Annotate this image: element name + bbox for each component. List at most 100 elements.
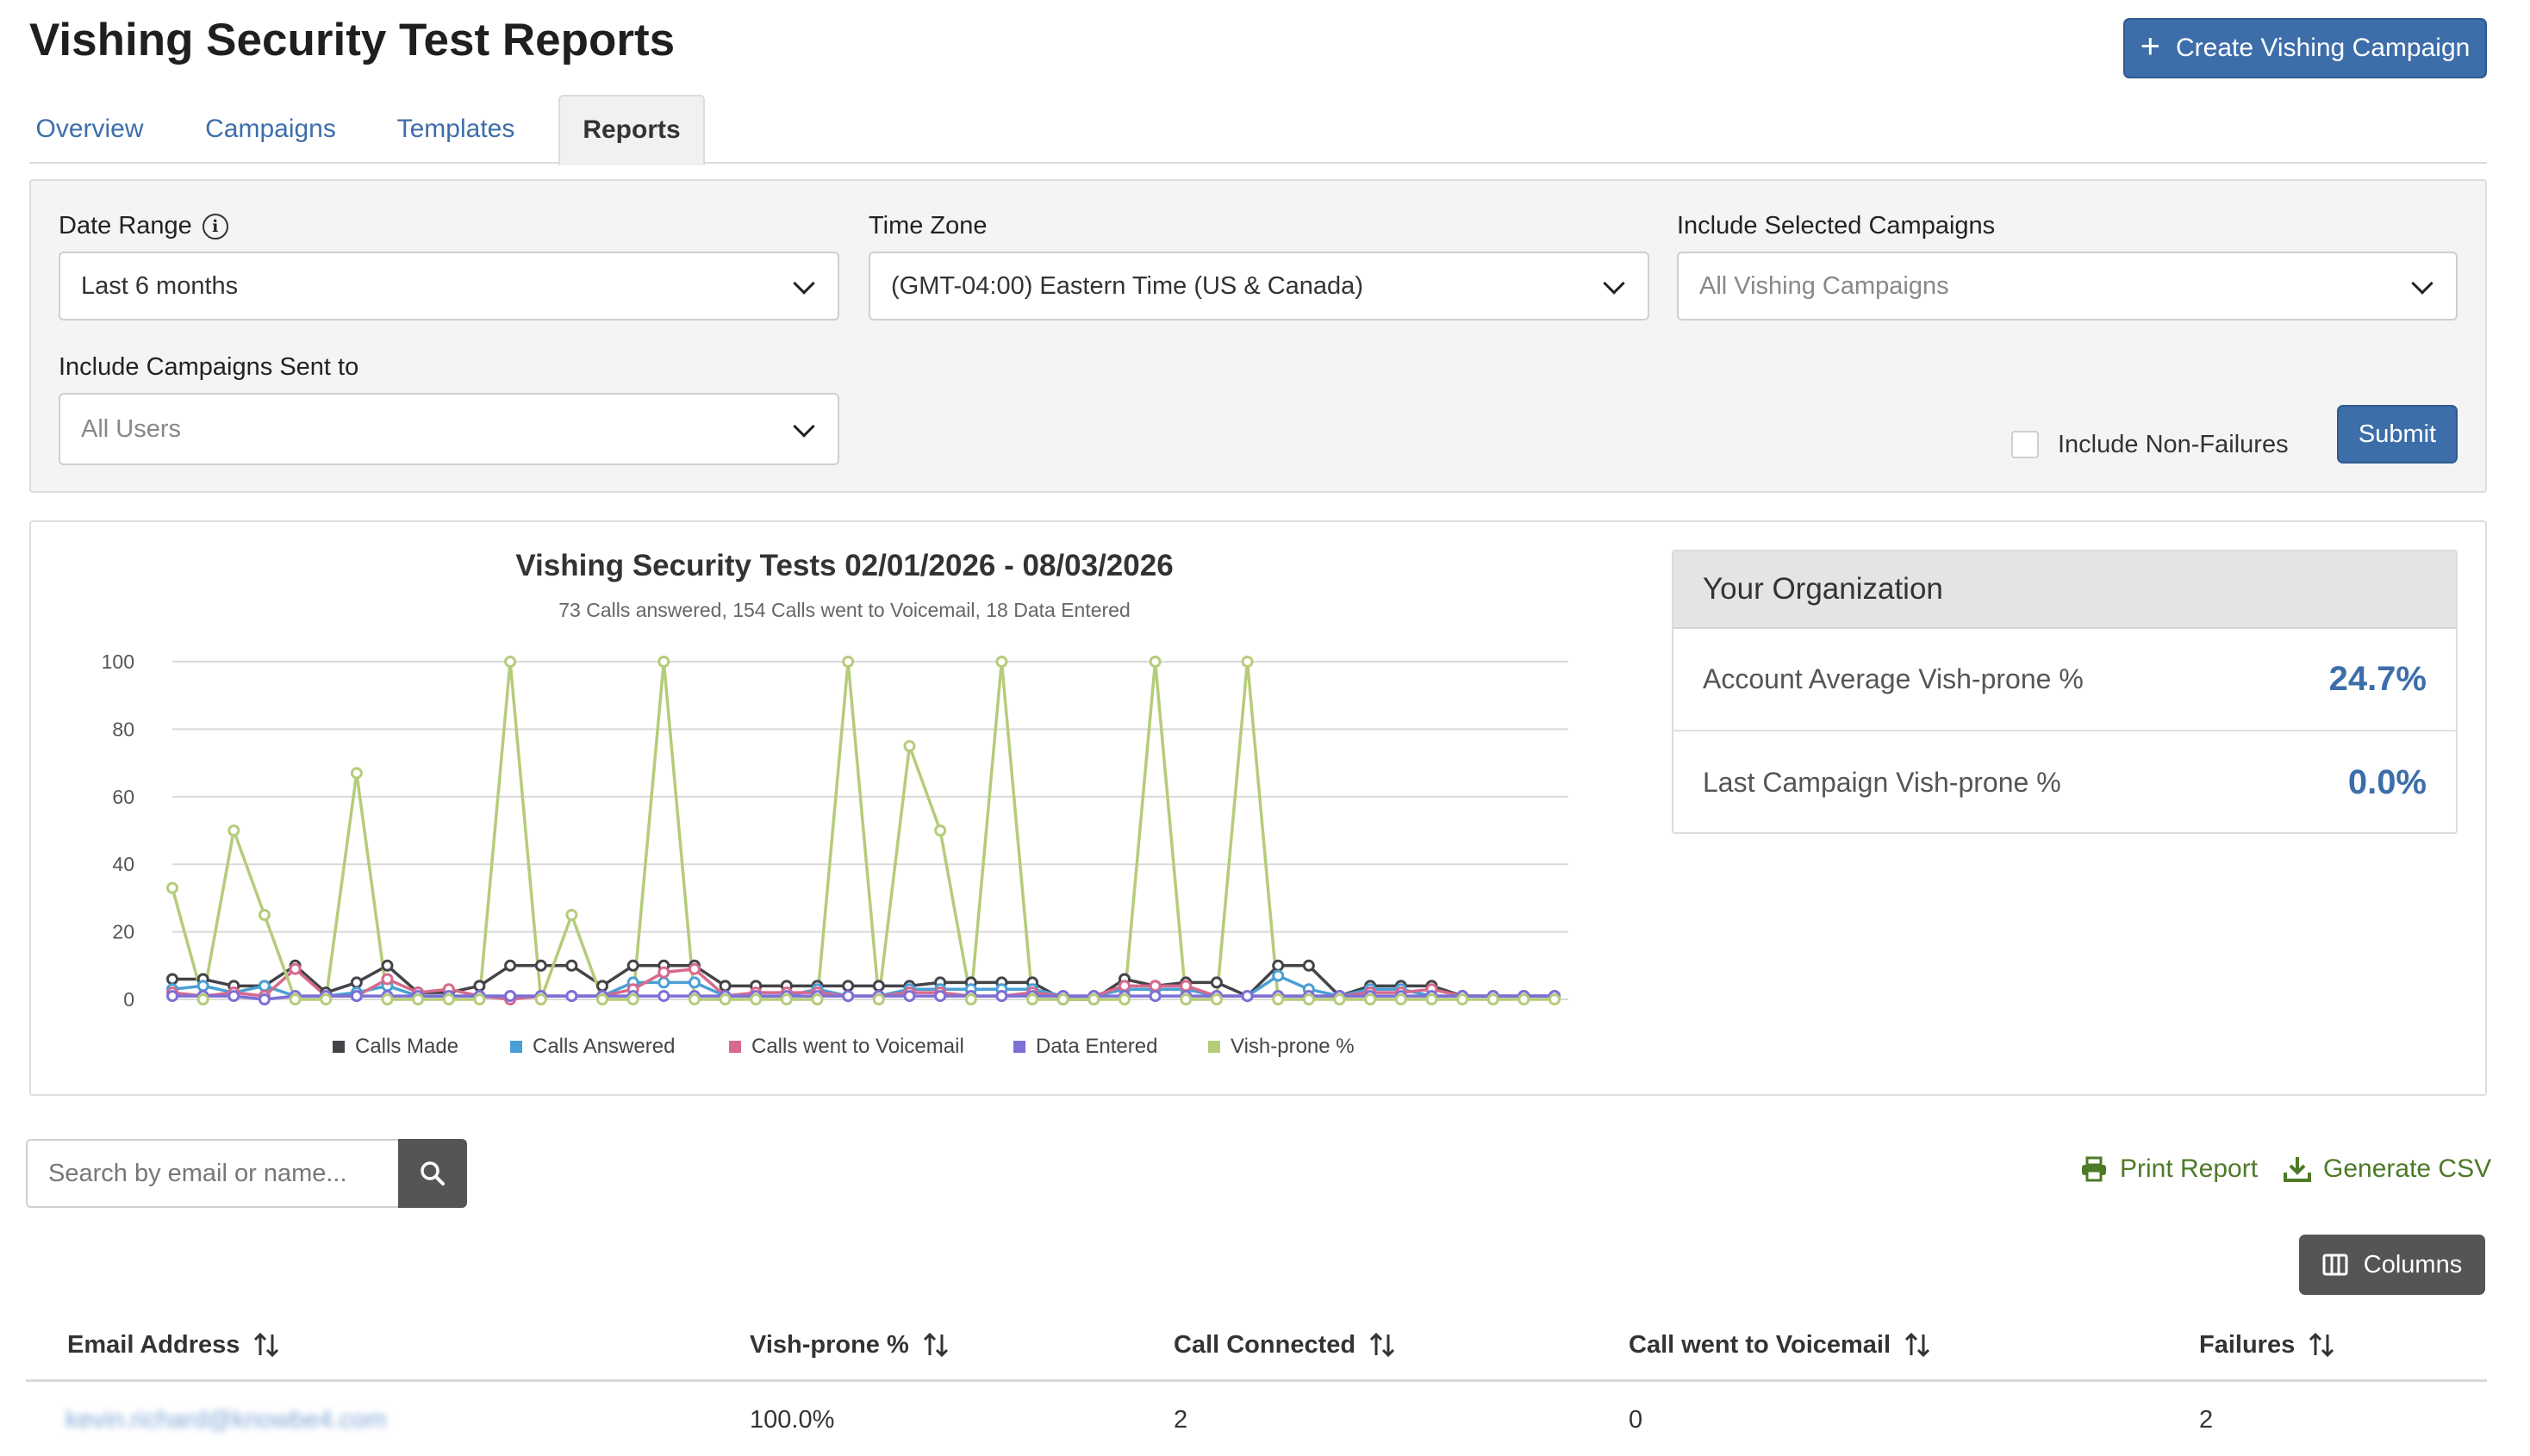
sort-icon[interactable] [1369, 1331, 1395, 1359]
sort-icon[interactable] [1904, 1331, 1930, 1359]
data-point [350, 990, 363, 1003]
data-point [842, 656, 855, 668]
data-point [473, 993, 486, 1005]
data-point [842, 980, 855, 992]
data-point [995, 990, 1008, 1003]
line-chart: Vishing Security Tests 02/01/2026 - 08/0… [102, 549, 1568, 1058]
y-tick-label: 100 [102, 650, 134, 673]
column-header-failures[interactable]: Failures [2199, 1318, 2334, 1372]
print-report-link[interactable]: Print Report [2080, 1154, 2258, 1184]
data-point [227, 990, 240, 1003]
email-cell[interactable]: kevin.richard@knowbe4.com [65, 1405, 387, 1434]
data-point [1241, 656, 1254, 668]
data-point [780, 993, 793, 1005]
vish-prone-cell: 100.0% [750, 1405, 835, 1434]
data-point [626, 993, 639, 1005]
include-non-failures-label[interactable]: Include Non-Failures [2058, 431, 2289, 458]
y-tick-label: 60 [112, 786, 134, 808]
tab-campaigns[interactable]: Campaigns [205, 115, 336, 143]
time-zone-select[interactable]: (GMT-04:00) Eastern Time (US & Canada) [869, 252, 1649, 320]
data-point [1425, 993, 1438, 1005]
campaigns-placeholder: All Vishing Campaigns [1699, 271, 1949, 300]
data-point [565, 959, 578, 972]
tab-overview[interactable]: Overview [35, 115, 144, 143]
sort-icon[interactable] [253, 1331, 279, 1359]
data-point [657, 656, 670, 668]
include-campaigns-label: Include Selected Campaigns [1677, 212, 1996, 240]
data-point [872, 993, 885, 1005]
table-row: kevin.richard@knowbe4.com 100.0% 2 0 2 [26, 1384, 2487, 1456]
data-point [350, 767, 363, 780]
data-point [596, 980, 609, 992]
submit-button[interactable]: Submit [2337, 405, 2458, 464]
plus-icon: + [2140, 28, 2161, 65]
date-range-label: Date Range i [59, 212, 228, 240]
data-point [688, 962, 701, 975]
data-point [504, 959, 517, 972]
chevron-down-icon [1603, 272, 1625, 295]
data-point [473, 980, 486, 992]
columns-button[interactable]: Columns [2299, 1235, 2485, 1295]
data-point [504, 990, 517, 1003]
data-point [196, 993, 209, 1005]
data-point [872, 980, 885, 992]
sent-to-select[interactable]: All Users [59, 393, 839, 465]
data-point [166, 990, 178, 1003]
page-title: Vishing Security Test Reports [29, 15, 676, 65]
legend-label: Calls Made [355, 1035, 458, 1058]
column-header-label: Vish-prone % [750, 1330, 909, 1359]
data-point [1149, 656, 1162, 668]
date-range-value: Last 6 months [81, 271, 239, 300]
time-zone-value: (GMT-04:00) Eastern Time (US & Canada) [891, 271, 1363, 300]
data-point [1180, 993, 1193, 1005]
data-point [811, 993, 824, 1005]
tab-templates[interactable]: Templates [396, 115, 515, 143]
data-point [166, 881, 178, 894]
legend-label: Data Entered [1036, 1035, 1157, 1058]
search-input[interactable] [26, 1139, 398, 1208]
data-point [227, 824, 240, 837]
legend-swatch [729, 1041, 741, 1053]
data-point [1302, 959, 1315, 972]
column-header-email[interactable]: Email Address [67, 1318, 279, 1372]
data-point [596, 993, 609, 1005]
columns-icon [2322, 1254, 2348, 1276]
legend-swatch [510, 1041, 522, 1053]
chevron-down-icon [793, 272, 815, 295]
column-header-label: Failures [2199, 1330, 2296, 1359]
data-point [688, 993, 701, 1005]
data-point [626, 959, 639, 972]
data-point [1302, 993, 1315, 1005]
chart-title: Vishing Security Tests 02/01/2026 - 08/0… [515, 549, 1173, 582]
data-point [1486, 993, 1499, 1005]
data-point [657, 966, 670, 979]
column-header-call-connected[interactable]: Call Connected [1174, 1318, 1395, 1372]
printer-icon [2082, 1156, 2106, 1182]
search-button[interactable] [398, 1139, 467, 1208]
data-point [350, 976, 363, 989]
chevron-down-icon [2411, 272, 2433, 295]
column-header-label: Call went to Voicemail [1629, 1330, 1891, 1359]
tab-reports[interactable]: Reports [558, 95, 705, 165]
column-header-vish-prone[interactable]: Vish-prone % [750, 1318, 949, 1372]
create-vishing-campaign-button[interactable]: + Create Vishing Campaign [2123, 18, 2487, 78]
data-point [166, 973, 178, 986]
data-point [196, 980, 209, 992]
sort-icon[interactable] [923, 1331, 949, 1359]
date-range-select[interactable]: Last 6 months [59, 252, 839, 320]
generate-csv-link[interactable]: Generate CSV [2284, 1154, 2491, 1184]
data-point [565, 990, 578, 1003]
data-point [1210, 976, 1223, 989]
sort-icon[interactable] [2309, 1331, 2334, 1359]
data-point [1333, 993, 1346, 1005]
include-non-failures-checkbox[interactable] [2011, 431, 2039, 458]
data-point [289, 993, 302, 1005]
data-point [504, 656, 517, 668]
account-average-row: Account Average Vish-prone % 24.7% [1673, 629, 2456, 731]
campaigns-select[interactable]: All Vishing Campaigns [1677, 252, 2458, 320]
column-header-voicemail[interactable]: Call went to Voicemail [1629, 1318, 1930, 1372]
data-point [534, 993, 547, 1005]
last-campaign-value: 0.0% [2347, 763, 2427, 801]
data-point [934, 990, 947, 1003]
info-icon[interactable]: i [202, 213, 228, 240]
